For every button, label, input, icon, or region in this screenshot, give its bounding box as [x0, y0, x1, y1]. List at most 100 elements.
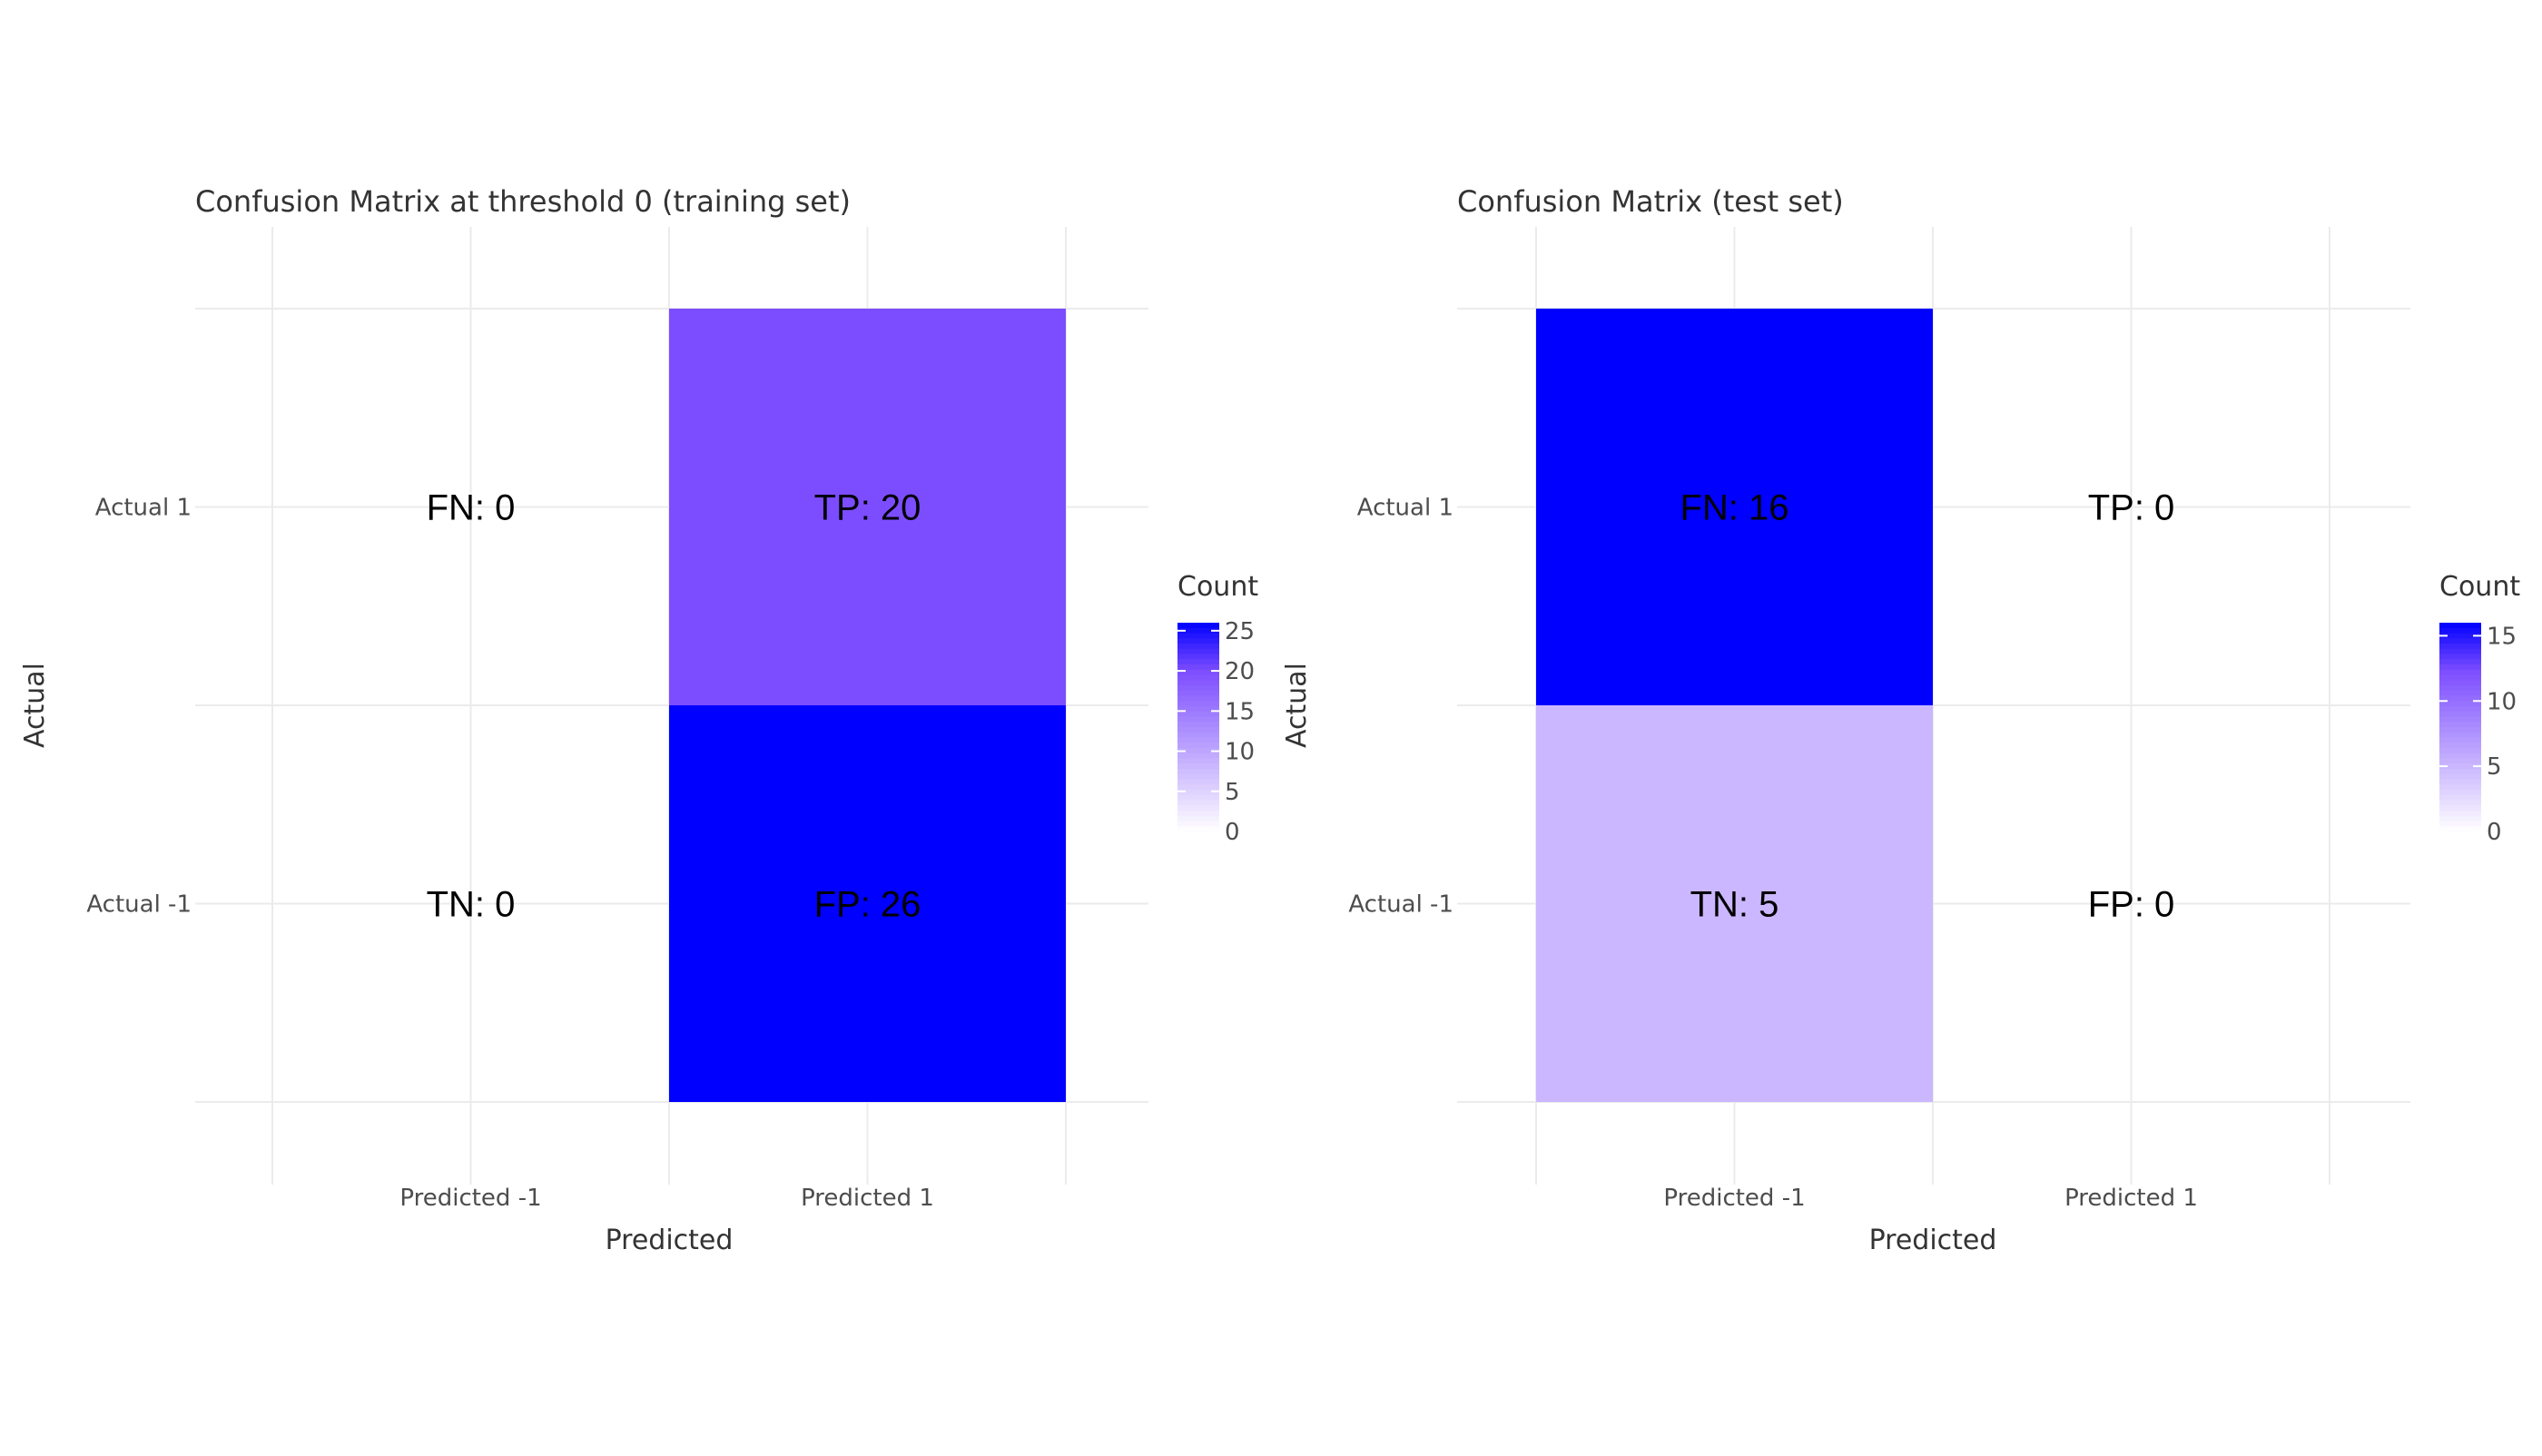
legend-color-step — [1177, 659, 1219, 665]
legend: Count 0 5 10 15 — [2439, 571, 2520, 846]
legend-color-step — [1177, 644, 1219, 650]
legend-color-step — [1177, 633, 1219, 639]
legend-tick-label: 0 — [2487, 819, 2502, 846]
legend-color-step — [1177, 648, 1219, 655]
legend-color-step — [2439, 638, 2481, 644]
legend-color-step — [1177, 711, 1219, 718]
cell-label: TP: 20 — [814, 488, 921, 528]
legend-color-step — [2439, 763, 2481, 770]
legend: Count 0 5 10 15 20 25 — [1177, 571, 1258, 846]
legend-color-step — [1177, 826, 1219, 832]
legend-color-step — [2439, 779, 2481, 785]
legend-color-step — [1177, 623, 1219, 629]
legend-color-step — [2439, 659, 2481, 665]
y-tick-label: Actual 1 — [1357, 495, 1453, 522]
legend-tick-label: 5 — [2487, 753, 2502, 781]
legend-title: Count — [2439, 571, 2520, 603]
legend-color-step — [1177, 743, 1219, 749]
legend-color-step — [1177, 680, 1219, 686]
y-axis-title: Actual — [1281, 663, 1313, 748]
legend-color-step — [2439, 743, 2481, 749]
legend-color-step — [2439, 727, 2481, 733]
legend-color-step — [1177, 732, 1219, 739]
y-tick-label: Actual -1 — [86, 891, 192, 919]
legend-color-step — [2439, 769, 2481, 775]
legend-tick-label: 5 — [1225, 779, 1240, 806]
legend-tick-label: 15 — [2487, 623, 2517, 650]
legend-color-step — [1177, 727, 1219, 733]
legend-color-step — [2439, 753, 2481, 760]
legend-color-step — [1177, 805, 1219, 812]
legend-color-step — [1177, 674, 1219, 681]
x-tick-label: Predicted -1 — [1663, 1185, 1805, 1212]
legend-color-step — [2439, 716, 2481, 723]
heatmap-cell — [669, 705, 1066, 1102]
legend-color-step — [2439, 737, 2481, 743]
legend-color-step — [2439, 685, 2481, 692]
chart-panel-2: Confusion Matrix (test set) FN: 16 TP: 0 TN… — [1281, 184, 2520, 1256]
legend-color-step — [2439, 794, 2481, 802]
legend-tick-label: 15 — [1225, 698, 1255, 725]
heatmap-cell — [1536, 309, 1933, 705]
legend-color-step — [2439, 633, 2481, 639]
legend-color-step — [2439, 627, 2481, 635]
legend-color-step — [1177, 701, 1219, 707]
legend-color-step — [2439, 690, 2481, 697]
legend-color-step — [1177, 638, 1219, 644]
legend-color-step — [1177, 695, 1219, 702]
cell-label: TP: 0 — [2088, 488, 2175, 528]
y-axis-title: Actual — [19, 663, 51, 748]
legend-color-step — [1177, 794, 1219, 802]
legend-color-step — [2439, 701, 2481, 707]
legend-color-step — [2439, 669, 2481, 676]
legend-color-step — [2439, 695, 2481, 702]
legend-color-step — [2439, 805, 2481, 812]
legend-color-step — [1177, 811, 1219, 817]
legend-color-step — [1177, 685, 1219, 692]
cell-label: FP: 0 — [2088, 885, 2175, 925]
y-tick-label: Actual 1 — [95, 495, 192, 522]
legend-color-step — [1177, 716, 1219, 723]
legend-color-step — [2439, 811, 2481, 817]
legend-color-step — [1177, 763, 1219, 770]
legend-tick-label: 0 — [1225, 819, 1240, 846]
heatmap-cell — [1536, 705, 1933, 1102]
cell-label: FN: 16 — [1680, 488, 1788, 528]
cell-label: TN: 0 — [427, 885, 516, 925]
legend-color-step — [2439, 711, 2481, 718]
legend-color-step — [2439, 800, 2481, 806]
legend-color-step — [2439, 821, 2481, 827]
legend-color-step — [1177, 664, 1219, 671]
legend-color-step — [1177, 753, 1219, 760]
legend-color-step — [1177, 821, 1219, 827]
legend-color-step — [1177, 779, 1219, 785]
legend-color-step — [2439, 674, 2481, 681]
legend-tick-label: 20 — [1225, 658, 1255, 685]
legend-tick-label: 10 — [1225, 739, 1255, 766]
chart-title: Confusion Matrix at threshold 0 (trainin… — [195, 184, 851, 219]
legend-color-step — [2439, 623, 2481, 629]
legend-color-step — [2439, 784, 2481, 791]
legend-color-step — [1177, 773, 1219, 781]
legend-color-step — [2439, 664, 2481, 671]
legend-color-step — [2439, 826, 2481, 832]
x-tick-label: Predicted 1 — [2064, 1185, 2198, 1212]
legend-color-step — [1177, 654, 1219, 660]
legend-color-step — [1177, 758, 1219, 764]
legend-tick-label: 10 — [2487, 688, 2517, 715]
legend-color-step — [2439, 732, 2481, 739]
legend-tick-label: 25 — [1225, 618, 1255, 645]
heatmap-cell — [669, 309, 1066, 705]
x-tick-label: Predicted -1 — [399, 1185, 541, 1212]
legend-color-step — [2439, 648, 2481, 655]
legend-color-step — [1177, 722, 1219, 728]
legend-color-step — [2439, 722, 2481, 728]
legend-color-step — [1177, 690, 1219, 697]
chart-title: Confusion Matrix (test set) — [1457, 184, 1844, 219]
legend-color-step — [1177, 706, 1219, 713]
legend-color-step — [2439, 644, 2481, 650]
legend-color-step — [1177, 737, 1219, 743]
legend-color-step — [1177, 800, 1219, 806]
